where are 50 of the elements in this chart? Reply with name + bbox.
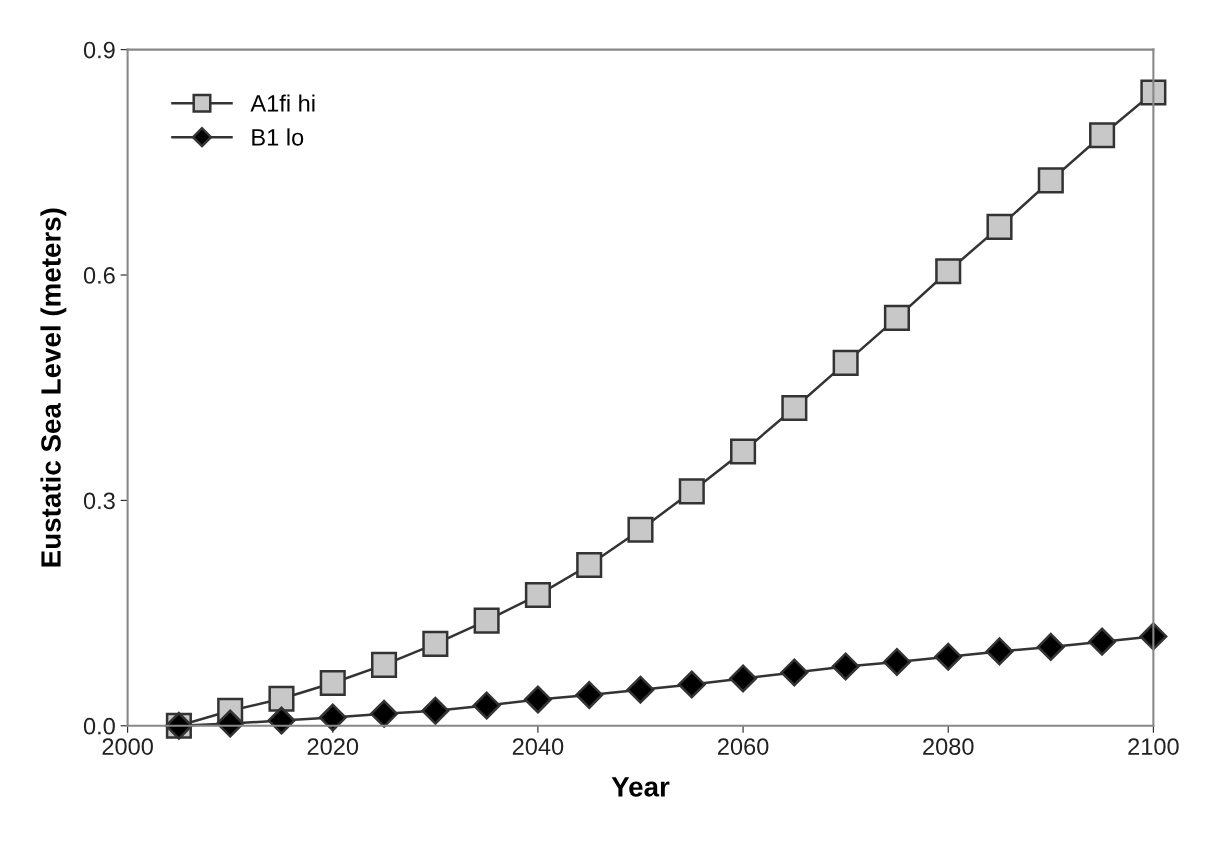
point	[780, 658, 809, 687]
point	[575, 680, 604, 709]
point	[677, 670, 706, 699]
point	[626, 675, 655, 704]
y-axis-title: Eustatic Sea Level (meters)	[40, 208, 67, 567]
point	[422, 630, 449, 657]
point	[473, 607, 500, 634]
point	[576, 551, 603, 579]
point	[883, 304, 910, 331]
point	[1088, 627, 1117, 656]
x-tick-label: 2060	[718, 738, 769, 755]
point	[268, 685, 295, 712]
point	[781, 394, 808, 422]
y-tick-label: 0.0	[83, 717, 115, 735]
point	[371, 651, 398, 678]
y-tick-label: 0.6	[83, 267, 115, 284]
point	[831, 652, 860, 681]
point	[216, 709, 245, 738]
y-tick-label: 0.3	[83, 492, 115, 510]
x-axis-title: Year	[611, 777, 670, 797]
x-tick-label: 2040	[512, 738, 564, 755]
point	[1036, 632, 1065, 661]
x-tick-label: 2000	[102, 738, 153, 755]
point	[1140, 79, 1167, 106]
x-tick-label: 2100	[1128, 738, 1179, 755]
legend-label: A1fi hi	[250, 94, 315, 112]
point	[319, 669, 346, 697]
point	[935, 258, 962, 285]
y-tick-label: 0.9	[83, 41, 115, 59]
legend-label: B1 lo	[252, 128, 304, 146]
point	[986, 213, 1013, 240]
point	[627, 516, 654, 543]
point	[1089, 122, 1116, 149]
point	[318, 703, 347, 732]
point	[678, 478, 705, 505]
x-tick-label: 2020	[307, 738, 359, 755]
point	[934, 642, 963, 671]
point	[421, 696, 450, 725]
point	[370, 699, 399, 728]
point	[524, 582, 551, 609]
point	[985, 637, 1014, 666]
point	[832, 349, 859, 376]
point	[729, 664, 758, 693]
point	[882, 647, 911, 676]
point	[1037, 167, 1064, 194]
point	[523, 685, 552, 714]
point	[267, 706, 296, 735]
point	[730, 438, 757, 465]
x-tick-label: 2080	[923, 738, 974, 755]
point	[472, 691, 501, 720]
